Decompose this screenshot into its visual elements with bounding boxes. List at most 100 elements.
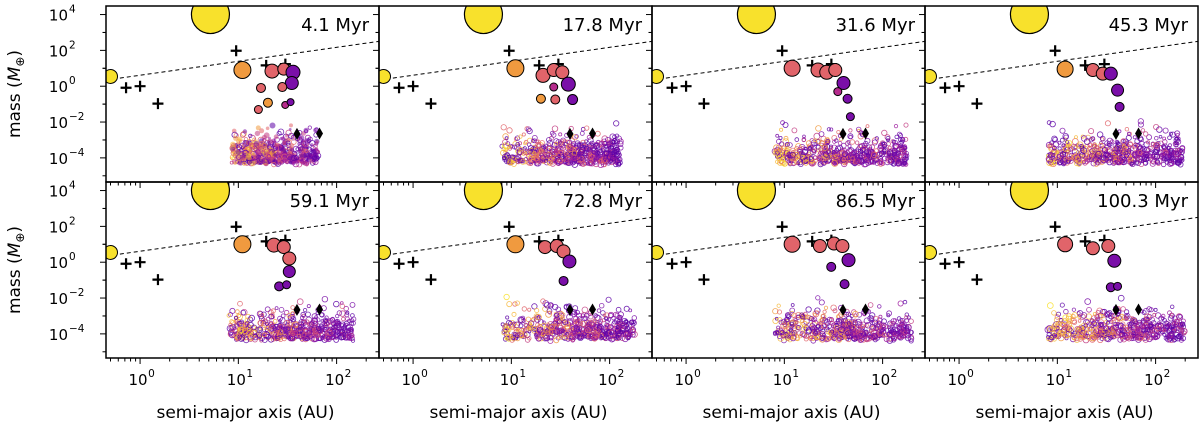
planetesimal-point — [276, 325, 281, 330]
planetesimal-point — [850, 156, 855, 161]
planetesimal-point — [1086, 306, 1092, 313]
planetesimal-point — [850, 330, 856, 337]
planetesimal-point — [1137, 145, 1144, 152]
planetesimal-point — [854, 154, 861, 161]
giant-planet — [463, 182, 504, 211]
planetesimal-point — [1159, 152, 1164, 157]
planetesimal-point — [1149, 316, 1155, 323]
planetesimal-point — [1131, 144, 1136, 149]
planetesimal-point — [813, 138, 818, 143]
planetesimal-point — [604, 316, 609, 321]
planetesimal-point — [237, 136, 243, 142]
planetesimal-point — [571, 134, 579, 141]
planetesimal-point — [832, 151, 839, 158]
planetesimal-point — [834, 323, 839, 328]
planetesimal-point — [596, 308, 602, 313]
planetesimal-point — [512, 301, 518, 307]
planetesimal-point — [514, 332, 521, 339]
planetesimal-point — [789, 324, 794, 329]
planetesimal-point — [1168, 152, 1175, 159]
planetesimal-point — [814, 310, 820, 316]
planetesimal-point — [1056, 311, 1062, 317]
planetesimal-point — [1116, 145, 1124, 152]
planetesimal-point — [1152, 312, 1157, 317]
planetesimal-point — [1161, 161, 1167, 168]
planetesimal-point — [542, 320, 546, 325]
planetesimal-point — [302, 307, 308, 313]
solar-system-marker — [953, 80, 965, 92]
planetesimal-point — [777, 153, 783, 159]
planetesimal-point — [581, 306, 589, 314]
planetesimal-point — [532, 151, 536, 155]
planetesimal-point — [1138, 331, 1143, 336]
planetesimal-point — [1176, 136, 1181, 141]
planet-marker — [833, 87, 843, 97]
planetesimal-point — [513, 328, 520, 335]
planetesimal-point — [779, 329, 786, 335]
planet-marker — [842, 93, 853, 104]
planetesimal-point — [610, 157, 618, 165]
planetesimal-point — [233, 135, 239, 141]
planetesimal-point — [531, 156, 536, 161]
planetesimal-point — [880, 328, 885, 333]
planetesimal-point — [274, 142, 279, 147]
diamond-marker — [1135, 127, 1143, 140]
planetesimal-point — [341, 316, 346, 322]
planetesimal-point — [624, 332, 630, 338]
planetesimal-point — [533, 327, 539, 333]
planetesimal-point — [802, 134, 806, 139]
planetesimal-point — [290, 305, 296, 310]
solar-system-marker — [698, 274, 710, 286]
planetesimal-point — [1077, 336, 1084, 342]
planetesimal-point — [892, 336, 898, 342]
planetesimal-point — [597, 318, 604, 324]
planetesimal-point — [804, 314, 810, 320]
giant-planet — [190, 6, 231, 35]
planetesimal-point — [604, 312, 610, 318]
planetesimal-point — [1100, 330, 1106, 336]
planetesimal-point — [288, 160, 293, 165]
planetesimal-point — [1063, 332, 1069, 339]
solar-system-marker — [134, 256, 146, 268]
planetesimal-point — [810, 337, 817, 344]
planetesimal-point — [553, 327, 560, 335]
planetesimal-point — [303, 127, 309, 133]
planetesimal-point — [555, 328, 562, 335]
planetesimal-point — [547, 337, 554, 344]
planetesimal-point — [874, 148, 879, 153]
planetesimal-point — [293, 323, 300, 330]
plot-area — [652, 182, 925, 344]
planetesimal-point — [1095, 332, 1101, 338]
planetesimal-point — [349, 320, 355, 326]
planetesimal-point — [1111, 334, 1116, 340]
planetesimal-point — [245, 152, 251, 158]
planetesimal-point — [1091, 148, 1097, 154]
planetesimal-point — [311, 313, 318, 320]
planetesimal-point — [511, 311, 517, 317]
planetesimal-point — [589, 332, 596, 339]
planet-marker — [562, 254, 577, 269]
planetesimal-point — [867, 302, 874, 308]
planetesimal-point — [577, 151, 581, 156]
planet-marker — [264, 63, 280, 79]
planetesimal-point — [881, 129, 888, 136]
planetesimal-point — [775, 133, 780, 138]
planetesimal-point — [1137, 118, 1144, 125]
planet-marker — [1114, 101, 1125, 112]
planetesimal-point — [507, 327, 512, 333]
planetesimal-point — [527, 320, 535, 327]
planetesimal-point — [519, 158, 527, 165]
diamond-marker — [316, 303, 324, 316]
planetesimal-point — [262, 332, 268, 338]
planetesimal-point — [1150, 333, 1156, 338]
planetesimal-point — [571, 150, 578, 156]
planetesimal-point — [899, 320, 905, 326]
planetesimal-point — [593, 323, 600, 330]
planetesimal-point — [867, 153, 874, 160]
planetesimal-point — [570, 155, 577, 162]
plot-area — [379, 6, 652, 169]
planet-marker — [537, 240, 552, 255]
planetesimal-point — [553, 319, 561, 327]
planetesimal-point — [850, 325, 855, 330]
planetesimal-point — [624, 323, 629, 328]
